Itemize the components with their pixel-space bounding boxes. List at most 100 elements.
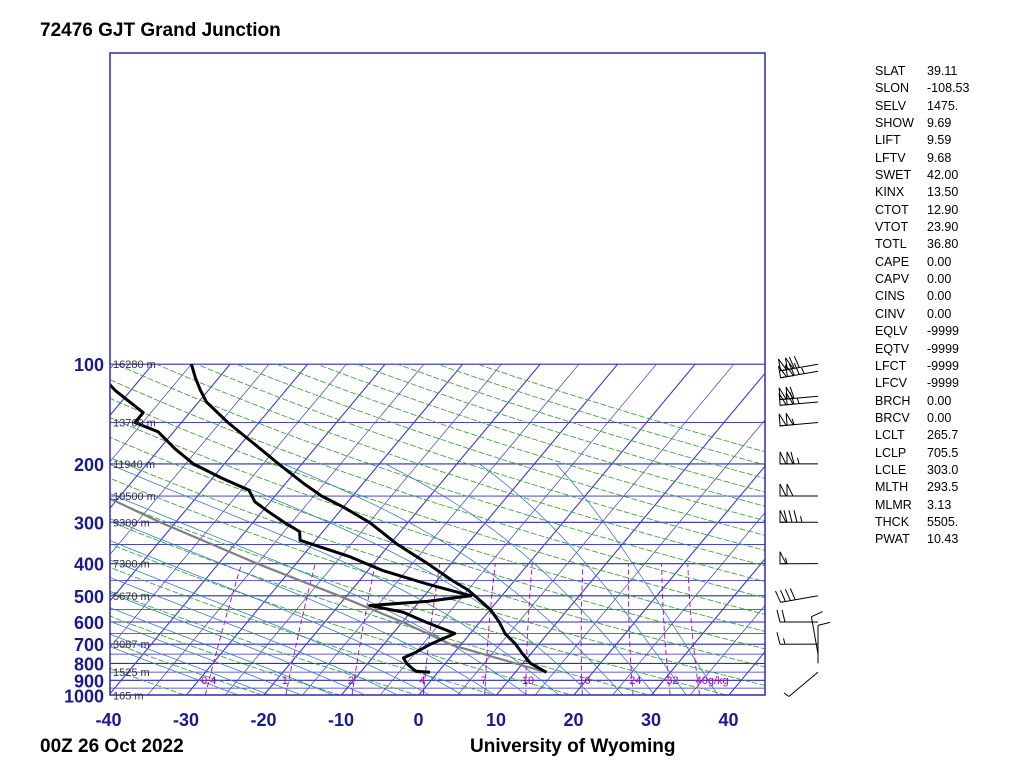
dry-adiabat	[196, 363, 765, 551]
mixing-ratio-line-1	[285, 563, 316, 695]
isotherm--25	[224, 363, 502, 695]
index-row-brch: BRCH 0.00	[875, 393, 969, 410]
index-key: LCLP	[875, 445, 907, 460]
index-value: 0.00	[927, 289, 952, 304]
wind-barb	[779, 551, 819, 565]
mixing-ratio-label: 10	[522, 675, 534, 687]
mixing-ratio-label: 2	[348, 675, 354, 687]
moist-adiabat	[110, 592, 367, 695]
mixing-ratio-lines	[204, 563, 700, 695]
wind-barb	[778, 355, 819, 372]
dry-adiabat	[110, 543, 574, 695]
mixing-ratio-label: 16	[578, 675, 590, 687]
moist-adiabat	[188, 463, 592, 695]
index-value: 12.90	[927, 202, 959, 217]
temperature-label: 30	[641, 710, 661, 730]
isotherm--80	[0, 364, 75, 702]
index-value: 42.00	[927, 168, 959, 183]
index-key: LCLE	[875, 462, 907, 477]
index-value: 3.13	[927, 497, 952, 512]
temperature-label: -40	[95, 710, 121, 730]
index-key: CINV	[875, 306, 905, 321]
mixing-ratio-line-4	[484, 563, 496, 695]
moist-adiabat	[110, 540, 463, 695]
index-key: SELV	[875, 98, 907, 113]
index-value: 39.11	[927, 64, 958, 78]
index-row-swet: SWET 42.00	[875, 167, 969, 184]
isotherm--45	[110, 363, 347, 648]
wind-barb	[779, 510, 819, 523]
pressure-label-100: 100	[74, 355, 104, 375]
pressure-label-400: 400	[74, 555, 104, 575]
index-row-lfct: LFCT -9999	[875, 358, 969, 375]
index-key: TOTL	[875, 237, 907, 252]
dewpoint-profile	[110, 382, 473, 674]
dry-adiabat	[110, 457, 765, 668]
index-key: LFCT	[875, 358, 907, 373]
dry-adiabat	[110, 417, 765, 632]
index-row-slat: SLAT 39.11	[875, 63, 969, 80]
mixing-ratio-line-6	[580, 563, 584, 695]
index-value: 265.7	[927, 428, 959, 443]
moist-adiabat	[110, 646, 239, 695]
index-key: EQTV	[875, 341, 910, 356]
index-key: EQLV	[875, 324, 908, 339]
index-key: LCLT	[875, 428, 905, 443]
chart-title: 72476 GJT Grand Junction	[40, 20, 281, 41]
index-row-totl: TOTL 36.80	[875, 236, 969, 253]
mixing-ratio-line-2	[351, 563, 376, 695]
wind-barbs	[775, 355, 831, 697]
sounding-time: 00Z 26 Oct 2022	[40, 736, 184, 757]
index-row-slon: SLON -108.53	[875, 80, 969, 97]
isotherm--60	[110, 363, 231, 509]
temperature-label: 10	[486, 710, 506, 730]
isotherm--10	[340, 363, 619, 695]
index-row-eqtv: EQTV -9999	[875, 341, 969, 358]
index-key: PWAT	[875, 532, 910, 547]
index-value: -9999	[927, 358, 959, 373]
dry-adiabat	[110, 436, 765, 650]
moist-adiabat	[110, 633, 271, 695]
isotherm-0	[418, 363, 696, 695]
temperature-label: 20	[563, 710, 583, 730]
isotherm--15	[302, 363, 580, 695]
wind-barb	[810, 611, 823, 655]
temperature-label: -20	[250, 710, 276, 730]
index-value: 0.00	[927, 272, 952, 287]
height-labels: 16280 m 13760 m 11940 m 10500 m 9300 m 7300 m…	[113, 359, 156, 702]
index-key: MLMR	[875, 497, 912, 512]
mixing-ratio-line-9	[687, 563, 700, 695]
index-key: SHOW	[875, 116, 914, 131]
pressure-label-200: 200	[74, 455, 104, 475]
pressure-label-800: 800	[74, 654, 104, 674]
height-label: 9300 m	[113, 517, 150, 529]
index-value: -108.53	[927, 81, 970, 96]
index-value: -9999	[927, 376, 959, 391]
index-value: 0.00	[927, 410, 952, 425]
index-key: KINX	[875, 185, 905, 200]
index-key: CAPE	[875, 254, 910, 269]
temperature-label: -30	[173, 710, 199, 730]
isotherm-15	[534, 419, 765, 695]
mixing-ratio-line-5	[525, 563, 533, 695]
index-row-lclt: LCLT 265.7	[875, 427, 969, 444]
temperature-profile	[189, 363, 548, 674]
isotherm--50	[110, 363, 309, 602]
dry-adiabat	[110, 566, 496, 695]
dry-adiabat	[110, 379, 765, 599]
mixing-ratio-line-7	[627, 563, 634, 695]
index-key: SWET	[875, 168, 912, 183]
isotherm--20	[263, 363, 541, 695]
index-value: 5505.	[927, 514, 959, 529]
isotherm-25	[612, 512, 765, 695]
height-label: 16280 m	[113, 359, 156, 371]
moist-adiabat	[479, 463, 687, 695]
index-row-vtot: VTOT 23.90	[875, 219, 969, 236]
wind-barb	[778, 413, 819, 427]
height-label: 165 m	[113, 691, 144, 703]
index-row-lclp: LCLP 705.5	[875, 445, 969, 462]
index-row-brcv: BRCV 0.00	[875, 410, 969, 427]
isotherm--35	[147, 363, 425, 695]
wind-barb	[779, 483, 819, 497]
